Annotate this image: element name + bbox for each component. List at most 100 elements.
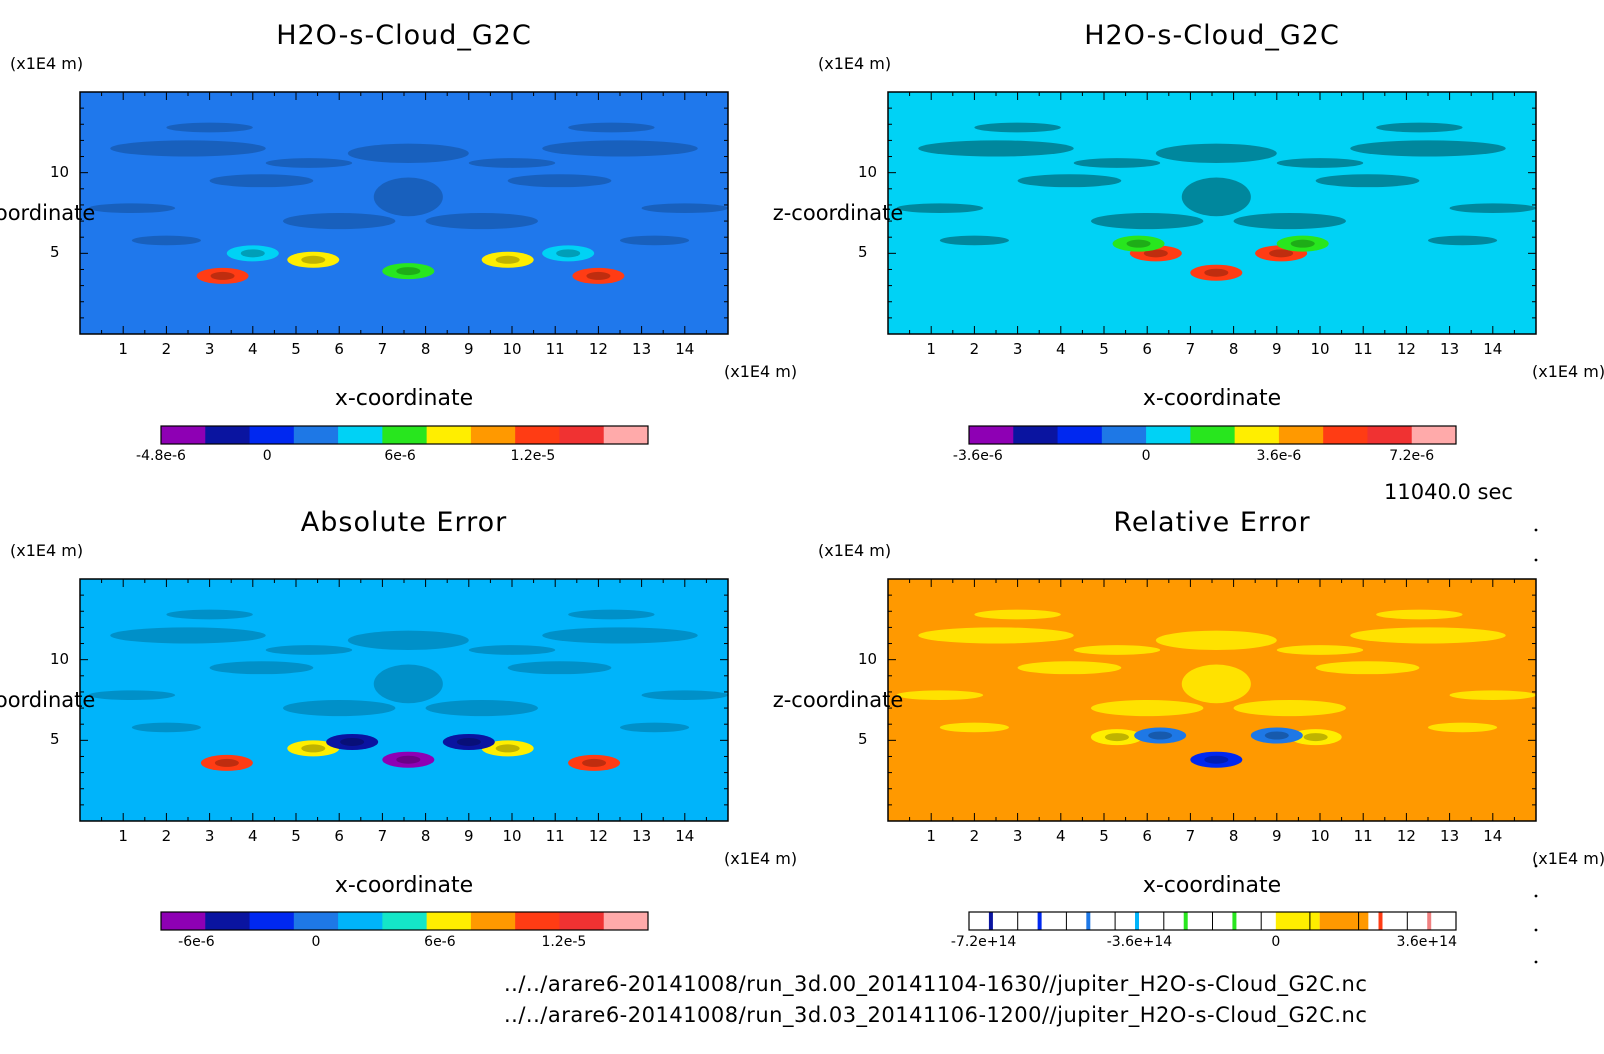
x-tick-label: 2: [969, 340, 980, 358]
x-tick-label: 3: [1012, 340, 1023, 358]
colorbar-label: 0: [311, 934, 321, 950]
x-tick-label: 12: [1396, 827, 1416, 845]
x-tick-label: 13: [1440, 827, 1460, 845]
colorbar-segment: [205, 426, 251, 444]
colorbar-segment: [1319, 912, 1369, 930]
x-axis-label: x-coordinate: [1142, 873, 1282, 898]
contour-patch: [1350, 627, 1506, 644]
x-tick-label: 3: [204, 340, 215, 358]
contour-patch: [1276, 158, 1364, 168]
x-tick-label: 4: [1056, 340, 1066, 358]
contour-patch: [1233, 213, 1346, 230]
colorbar-label: 1.2e-5: [510, 448, 556, 464]
contour-patch: [468, 645, 556, 655]
colorbar-segment: [1411, 426, 1457, 444]
x-tick-label: 7: [377, 340, 388, 358]
x-axis-label: x-coordinate: [334, 873, 474, 898]
colorbar-segment: [161, 912, 206, 930]
colorbar-segment: [969, 426, 1014, 444]
contour-feature-core: [1204, 755, 1229, 764]
colorbar-segment: [1101, 426, 1147, 444]
x-tick-label: 5: [1099, 827, 1109, 845]
x-unit-label: (x1E4 m): [724, 362, 798, 381]
file-path-1: ../../arare6-20141008/run_3d.00_20141104…: [504, 972, 1368, 996]
x-tick-label: 8: [420, 340, 431, 358]
x-tick-label: 4: [1056, 827, 1066, 845]
x-tick-label: 7: [377, 827, 388, 845]
time-label: 11040.0 sec: [1384, 480, 1513, 504]
edge-dot: [1534, 558, 1538, 562]
colorbar-label: 6e-6: [384, 448, 416, 464]
contour-feature-core: [396, 267, 421, 276]
contour-patch: [110, 627, 266, 644]
x-tick-label: 9: [464, 827, 474, 845]
contour-patch: [620, 722, 690, 733]
contour-feature-core: [495, 744, 520, 753]
y-tick-label: 5: [858, 243, 868, 262]
x-tick-label: 4: [248, 827, 258, 845]
contour-feature-core: [582, 758, 607, 767]
contour-patch: [1181, 177, 1251, 217]
file-path-2: ../../arare6-20141008/run_3d.03_20141106…: [504, 1003, 1368, 1027]
x-unit-label: (x1E4 m): [1532, 362, 1604, 381]
x-tick-label: 8: [1228, 340, 1239, 358]
colorbar-segment: [1190, 426, 1236, 444]
y-unit-label: (x1E4 m): [10, 541, 84, 560]
x-axis-label: x-coordinate: [334, 386, 474, 411]
contour-patch: [166, 609, 253, 620]
x-tick-label: 10: [502, 340, 522, 358]
x-tick-label: 9: [1272, 827, 1282, 845]
contour-patch: [265, 645, 353, 655]
x-tick-label: 2: [969, 827, 980, 845]
y-tick-label: 10: [50, 649, 70, 668]
x-unit-label: (x1E4 m): [1532, 849, 1604, 868]
contour-patch: [896, 203, 984, 213]
contour-patch: [373, 664, 443, 704]
colorbar-segment: [1323, 426, 1368, 444]
contour-patch: [1315, 661, 1420, 675]
y-tick-label: 10: [858, 649, 878, 668]
contour-feature-core: [586, 271, 611, 280]
colorbar-label: 6e-6: [424, 934, 456, 950]
colorbar-segment: [559, 912, 605, 930]
colorbar-segment: [338, 912, 383, 930]
contour-patch: [1091, 700, 1204, 717]
contour-patch: [542, 627, 698, 644]
colorbar-segment: [205, 912, 251, 930]
colorbar-segment: [426, 426, 472, 444]
contour-patch: [468, 158, 556, 168]
contour-patch: [507, 661, 612, 675]
colorbar-label: 1.2e-5: [541, 934, 587, 950]
contour-feature-core: [1148, 731, 1173, 740]
contour-patch: [918, 140, 1074, 157]
x-tick-label: 5: [291, 340, 301, 358]
x-axis-label: x-coordinate: [1142, 386, 1282, 411]
contour-patch: [265, 158, 353, 168]
contour-patch: [88, 203, 176, 213]
colorbar-segment: [426, 912, 472, 930]
x-unit-label: (x1E4 m): [724, 849, 798, 868]
colorbar-segment: [603, 426, 649, 444]
contour-patch: [641, 203, 728, 213]
x-tick-label: 11: [545, 340, 565, 358]
colorbar-segment: [1057, 426, 1103, 444]
x-tick-label: 9: [464, 340, 474, 358]
contour-patch: [1315, 174, 1420, 188]
x-tick-label: 12: [588, 827, 608, 845]
contour-patch: [1233, 700, 1346, 717]
contour-patch: [568, 122, 655, 133]
contour-feature-core: [210, 271, 235, 280]
x-tick-label: 7: [1185, 827, 1196, 845]
x-tick-label: 1: [926, 340, 936, 358]
contour-patch: [1073, 158, 1161, 168]
colorbar-segment: [559, 426, 605, 444]
colorbar-segment: [470, 912, 516, 930]
contour-feature-core: [396, 755, 421, 764]
x-tick-label: 6: [1142, 340, 1152, 358]
y-tick-label: 10: [858, 162, 878, 181]
x-tick-label: 11: [1353, 827, 1373, 845]
contour-patch: [1276, 645, 1364, 655]
y-axis-label: z-coordinate: [0, 201, 96, 225]
colorbar-segment: [338, 426, 383, 444]
contour-feature-core: [1269, 249, 1294, 258]
